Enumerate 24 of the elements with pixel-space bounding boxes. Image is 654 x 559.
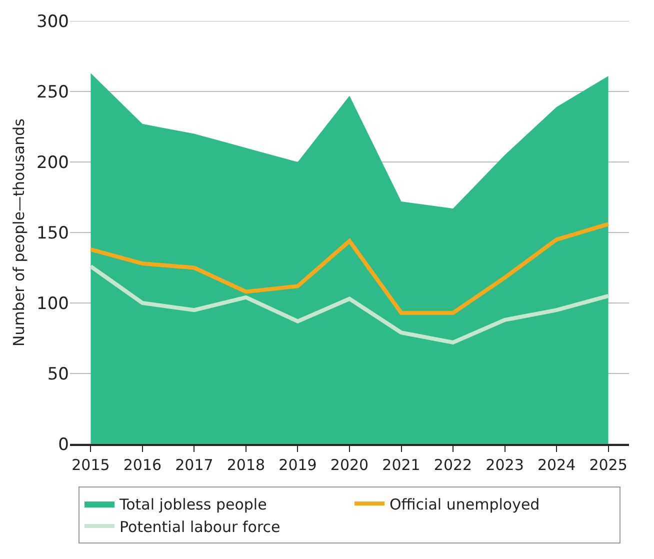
legend-label: Official unemployed — [390, 495, 540, 514]
y-tick-label: 200 — [36, 152, 69, 173]
y-tick-label: 0 — [58, 434, 69, 455]
x-tick-label: 2017 — [175, 456, 214, 474]
x-tick-label: 2015 — [72, 456, 110, 474]
x-tick-label: 2016 — [123, 456, 162, 474]
line-series — [88, 222, 610, 315]
legend-label: Potential labour force — [120, 518, 280, 536]
x-tick-label: 2019 — [278, 456, 317, 474]
y-tick-label: 300 — [36, 12, 69, 32]
y-tick-label: 100 — [36, 294, 69, 314]
y-tick-label: 150 — [36, 223, 69, 244]
x-tick-label: 2022 — [434, 456, 472, 474]
line-series — [88, 264, 610, 344]
y-axis-title: Number of people—thousands — [10, 118, 28, 347]
y-tick-label: 50 — [47, 364, 69, 384]
x-tick-label: 2020 — [330, 456, 369, 474]
x-tick-label: 2021 — [382, 456, 420, 474]
x-tick-label: 2024 — [537, 456, 576, 474]
x-tick-label: 2025 — [589, 456, 628, 474]
y-tick-label: 250 — [36, 82, 69, 102]
x-tick-label: 2018 — [226, 456, 266, 474]
x-tick-label: 2023 — [486, 456, 524, 474]
legend-label: Total jobless people — [118, 495, 267, 514]
